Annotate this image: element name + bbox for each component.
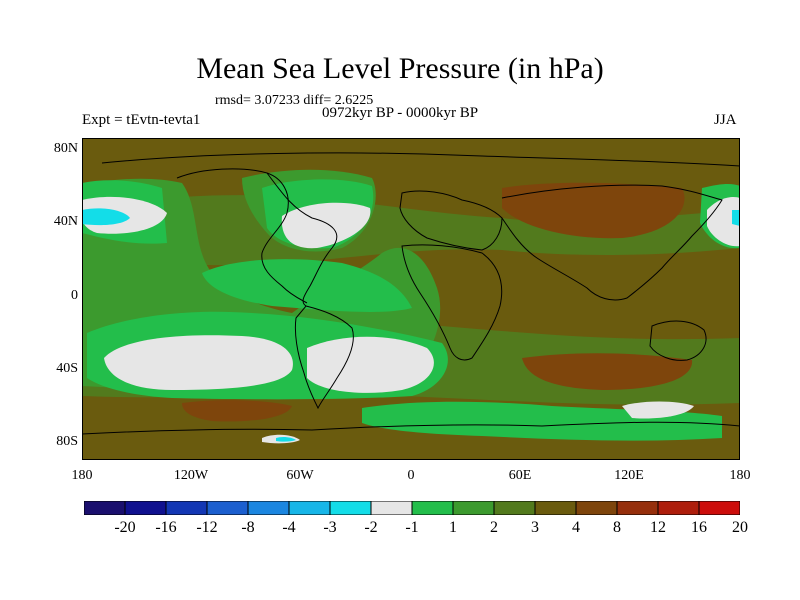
lon-label-60w: 60W (286, 468, 314, 483)
field-cyan-pacific-ne (732, 210, 740, 226)
coastline-north-america-east (266, 172, 338, 307)
field-white-south-pacific (104, 335, 293, 390)
lon-label-120e: 120E (614, 468, 644, 483)
lon-label-0: 0 (407, 468, 415, 483)
pressure-anomaly-map (82, 138, 740, 460)
field-cyan-weddell (276, 436, 296, 442)
lon-label-180w: 180 (71, 468, 93, 483)
colorbar-box (370, 501, 413, 515)
colorbar-box (411, 501, 454, 515)
colorbar-label: 3 (531, 519, 539, 536)
colorbar-box (616, 501, 659, 515)
colorbar-label: -20 (114, 519, 136, 536)
field-brown-indian-ocean (522, 353, 693, 390)
lat-label-40n: 40N (53, 214, 78, 229)
field-brown-south-pacific (182, 400, 292, 422)
coastline-antarctica (82, 421, 740, 435)
field-band-north (82, 195, 740, 266)
field-bright-green-tropics (202, 259, 412, 312)
colorbar-box (165, 501, 208, 515)
lat-label-40s: 40S (56, 361, 78, 376)
colorbar-label: 12 (650, 519, 666, 536)
experiment-label: Expt = tEvtn-tevta1 (82, 112, 201, 128)
colorbar-label: 20 (732, 519, 748, 536)
colorbar-label: 1 (449, 519, 457, 536)
colorbar-box (247, 501, 290, 515)
colorbar-label: 4 (572, 519, 580, 536)
colorbar-box (206, 501, 249, 515)
map-title: Mean Sea Level Pressure (in hPa) (196, 52, 604, 85)
field-white-antarctic (622, 401, 694, 419)
colorbar-label: -12 (196, 519, 218, 536)
colorbar-box (329, 501, 372, 515)
colorbar-label: 16 (691, 519, 707, 536)
lon-label-60e: 60E (508, 468, 532, 483)
lat-label-80s: 80S (56, 434, 78, 449)
colorbar-box (288, 501, 331, 515)
colorbar-box (452, 501, 495, 515)
colorbar-box (698, 501, 740, 515)
colorbar-box (657, 501, 700, 515)
coastlines (82, 152, 740, 435)
season-label: JJA (714, 112, 737, 128)
field-brown-asia (502, 182, 685, 239)
map-frame (82, 138, 740, 460)
colorbar-label: -16 (155, 519, 177, 536)
coastline-arctic (101, 152, 740, 167)
period-label: 0972kyr BP - 0000kyr BP (322, 105, 479, 121)
colorbar-box (124, 501, 167, 515)
coastline-europe (399, 190, 503, 251)
colorbar-label: 8 (613, 519, 621, 536)
field-white-south-atlantic (307, 336, 434, 393)
field-cyan-pacific-nw (82, 208, 130, 226)
field-white-atlantic-north (281, 202, 371, 249)
colorbar-label: -2 (364, 519, 378, 536)
colorbar-box (493, 501, 536, 515)
coastline-asia (501, 184, 723, 301)
lon-label-120w: 120W (173, 468, 209, 483)
colorbar-label: 2 (490, 519, 498, 536)
stats-text: rmsd= 3.07233 diff= 2.6225 (215, 93, 374, 108)
colorbar-box (575, 501, 618, 515)
colorbar (84, 501, 740, 515)
lat-label-80n: 80N (53, 141, 78, 156)
coastline-africa (401, 244, 503, 361)
coastline-south-america (294, 305, 354, 410)
colorbar-label: -8 (241, 519, 255, 536)
colorbar-label: -1 (405, 519, 419, 536)
coastline-north-america-west (176, 168, 308, 304)
colorbar-label: -4 (282, 519, 296, 536)
lat-label-equator: 0 (71, 288, 78, 303)
colorbar-box (534, 501, 577, 515)
colorbar-label: -3 (323, 519, 337, 536)
colorbar-box (84, 501, 126, 515)
coastline-australia (649, 320, 707, 361)
lon-label-180e: 180 (729, 468, 751, 483)
